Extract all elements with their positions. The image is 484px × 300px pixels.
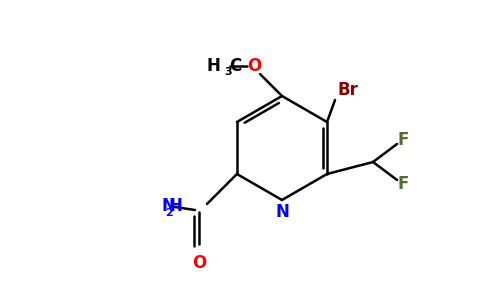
Text: Br: Br <box>337 81 358 99</box>
Text: 2: 2 <box>165 208 173 218</box>
Text: F: F <box>397 131 408 149</box>
Text: N: N <box>275 203 289 221</box>
Text: O: O <box>192 254 206 272</box>
Text: H: H <box>206 57 220 75</box>
Text: N: N <box>161 197 175 215</box>
Text: O: O <box>247 57 261 75</box>
Text: 3: 3 <box>224 67 232 77</box>
Text: F: F <box>397 175 408 193</box>
Text: C: C <box>229 57 241 75</box>
Text: H: H <box>169 197 183 215</box>
